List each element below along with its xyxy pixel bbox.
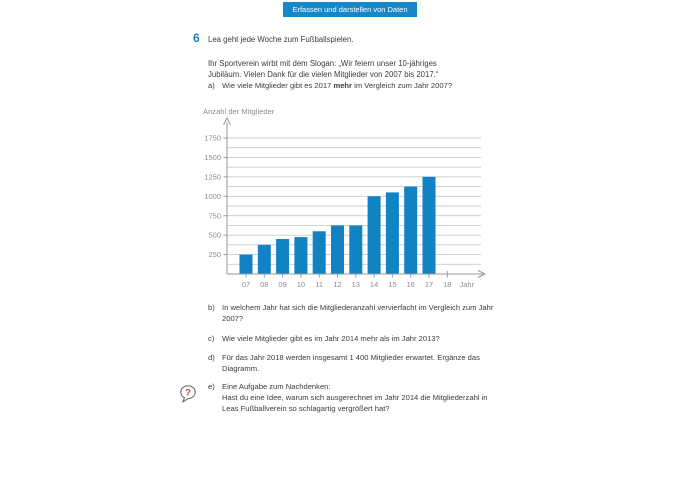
x-tick-label: 14 (370, 280, 378, 289)
task-intro: Lea geht jede Woche zum Fußballspielen. (208, 34, 354, 44)
x-tick-label: 17 (425, 280, 433, 289)
question-speech-bubble-icon: ? (178, 384, 198, 410)
task-slogan: Ihr Sportverein wirbt mit dem Slogan: „W… (208, 58, 498, 81)
x-tick-label: 12 (333, 280, 341, 289)
y-tick-label: 1250 (204, 172, 221, 181)
question-a: a) Wie viele Mitglieder gibt es 2017 meh… (208, 81, 494, 92)
x-tick-label: 10 (297, 280, 305, 289)
y-axis-arrow (223, 116, 231, 126)
bar-12 (331, 225, 344, 274)
question-c-label: c) (208, 334, 215, 343)
question-d: d) Für das Jahr 2018 werden insgesamt 1 … (208, 353, 494, 375)
question-d-text: Für das Jahr 2018 werden insgesamt 1 400… (222, 353, 480, 373)
x-tick-label: 11 (315, 280, 323, 289)
membership-bar-chart: Anzahl der Mitglieder 250 500 750 1000 1250 1… (195, 106, 495, 302)
question-e-label: e) (208, 382, 215, 391)
bar-07 (239, 254, 253, 274)
y-tick-label: 500 (208, 231, 221, 240)
task-number: 6 (193, 31, 200, 45)
question-b: b) In welchem Jahr hat sich die Mitglied… (208, 303, 494, 325)
bar-10 (294, 237, 308, 274)
question-mark-icon: ? (185, 387, 191, 398)
x-tick-label: 13 (352, 280, 360, 289)
bar-17 (422, 176, 436, 274)
y-tick-label: 1750 (204, 134, 221, 143)
y-tick-label: 250 (208, 250, 221, 259)
y-tick-label: 750 (208, 211, 221, 220)
x-tick-label: 16 (407, 280, 415, 289)
x-axis-label: Jahr (460, 280, 475, 289)
x-tick-label: 07 (242, 280, 250, 289)
question-e-line1: Eine Aufgabe zum Nachdenken: (222, 382, 331, 391)
question-c: c) Wie viele Mitglieder gibt es im Jahr … (208, 334, 494, 345)
question-a-text-before: Wie viele Mitglieder gibt es 2017 (222, 81, 334, 90)
question-d-label: d) (208, 353, 215, 362)
slogan-line-2: Jubiläum. Vielen Dank für die vielen Mit… (208, 70, 439, 80)
bar-16 (404, 186, 418, 274)
bar-09 (276, 239, 290, 274)
x-tick-label: 08 (260, 280, 268, 289)
question-a-text-bold: mehr (333, 81, 353, 90)
x-tick-label: 09 (278, 280, 286, 289)
y-tick-label: 1000 (204, 192, 221, 201)
bar-15 (385, 192, 399, 274)
question-e-text: Eine Aufgabe zum Nachdenken: Hast du ein… (222, 382, 494, 414)
bar-11 (312, 231, 326, 274)
x-tick-label: 18 (443, 280, 451, 289)
bar-08 (257, 244, 271, 274)
y-tick-label: 1500 (204, 153, 221, 162)
chart-canvas: 250 500 750 1000 1250 1500 1750 07 08 09 10 11 12 13 1… (204, 116, 487, 289)
chapter-banner: Erfassen und darstellen von Daten (283, 2, 417, 17)
question-a-text-after: im Vergleich zum Jahr 2007? (352, 81, 453, 90)
slogan-line-1: Ihr Sportverein wirbt mit dem Slogan: „W… (208, 58, 437, 68)
x-tick-label: 15 (388, 280, 396, 289)
x-axis-arrow (477, 270, 487, 278)
bar-14 (367, 196, 381, 274)
question-e: e) Eine Aufgabe zum Nachdenken: Hast du … (208, 382, 494, 414)
question-a-text: Wie viele Mitglieder gibt es 2017 mehr i… (222, 81, 494, 92)
bar-13 (349, 225, 363, 274)
y-axis-title: Anzahl der Mitglieder (203, 107, 275, 116)
question-b-text: In welchem Jahr hat sich die Mitgliedera… (222, 303, 494, 323)
question-a-label: a) (208, 81, 215, 90)
question-b-label: b) (208, 303, 215, 312)
question-e-body: Hast du eine Idee, warum sich ausgerechn… (222, 392, 488, 413)
question-c-text: Wie viele Mitglieder gibt es im Jahr 201… (222, 334, 440, 343)
